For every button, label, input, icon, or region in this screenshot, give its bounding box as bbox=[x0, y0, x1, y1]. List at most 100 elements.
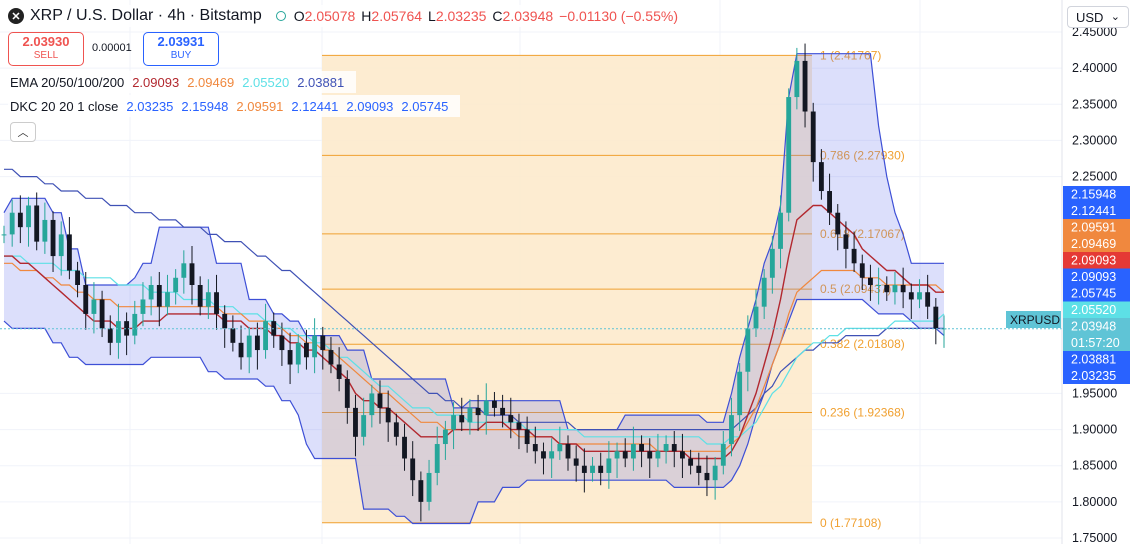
chevron-down-icon: ⌄ bbox=[1110, 11, 1120, 23]
sell-button[interactable]: 2.03930 SELL bbox=[8, 32, 84, 66]
candle bbox=[663, 435, 669, 464]
candle bbox=[442, 420, 448, 460]
candle bbox=[884, 276, 890, 301]
candle bbox=[630, 426, 636, 471]
candle bbox=[58, 221, 64, 276]
price-label-bg bbox=[1063, 351, 1130, 368]
candle bbox=[606, 441, 612, 489]
candle bbox=[336, 347, 342, 392]
dkc-value-2: 2.15948 bbox=[181, 98, 229, 114]
axis-tick-label: 1.75000 bbox=[1072, 531, 1117, 544]
ema-20-value: 2.09093 bbox=[132, 74, 180, 90]
candle bbox=[516, 413, 522, 450]
price-label: 2.03881 bbox=[1071, 353, 1116, 367]
candle bbox=[933, 298, 939, 345]
price-label-bg bbox=[1063, 301, 1130, 318]
candle bbox=[778, 195, 783, 269]
ema-50-value: 2.09469 bbox=[187, 74, 235, 90]
price-label: 01:57:20 bbox=[1071, 336, 1120, 350]
candle bbox=[810, 102, 816, 182]
ohlc-open: O2.05078 bbox=[293, 8, 356, 24]
ema-legend[interactable]: EMA 20/50/100/200 2.09093 2.09469 2.0552… bbox=[8, 71, 357, 93]
candle bbox=[238, 325, 244, 370]
candle bbox=[835, 204, 841, 251]
dkc-legend[interactable]: DKC 20 20 1 close 2.03235 2.15948 2.0959… bbox=[8, 95, 461, 117]
ema-20-line bbox=[4, 204, 944, 460]
candle bbox=[720, 431, 726, 475]
spread-value: 0.00001 bbox=[92, 42, 132, 54]
price-label: 2.15948 bbox=[1071, 188, 1116, 202]
candle bbox=[353, 394, 358, 457]
axis-tick-label: 1.85000 bbox=[1072, 459, 1117, 473]
candle bbox=[622, 438, 628, 468]
buy-price: 2.03931 bbox=[157, 34, 205, 49]
candle bbox=[434, 426, 440, 486]
candle bbox=[590, 457, 595, 482]
ema-label: EMA 20/50/100/200 bbox=[10, 74, 125, 90]
fib-label-4: 0.382 (2.01808) bbox=[820, 337, 905, 351]
price-label: 2.09093 bbox=[1071, 254, 1116, 268]
currency-select[interactable]: USD ⌄ bbox=[1067, 6, 1129, 28]
axis-tick-label: 2.40000 bbox=[1072, 61, 1117, 75]
candle bbox=[492, 391, 497, 417]
candle bbox=[116, 303, 121, 359]
buy-button[interactable]: 2.03931 BUY bbox=[143, 32, 219, 66]
dkc-value-5: 2.09093 bbox=[346, 98, 394, 114]
ema-200-value: 2.03881 bbox=[297, 74, 345, 90]
candle bbox=[99, 290, 105, 338]
candle bbox=[843, 221, 849, 269]
price-label: 2.09469 bbox=[1071, 237, 1116, 251]
candles bbox=[1, 43, 947, 522]
symbol-legend: ✕ XRP / U.S. Dollar · 4h · Bitstamp O2.0… bbox=[8, 5, 690, 27]
candle bbox=[859, 254, 865, 291]
price-label-bg bbox=[1063, 268, 1130, 285]
candle bbox=[214, 274, 219, 330]
fib-label-2: 0.618 (2.17067) bbox=[820, 227, 905, 241]
price-label-bg bbox=[1063, 318, 1130, 335]
candle bbox=[573, 445, 579, 482]
candle bbox=[802, 43, 808, 128]
candle bbox=[549, 438, 555, 479]
candle bbox=[467, 399, 473, 435]
price-label: 2.05745 bbox=[1071, 287, 1116, 301]
candle bbox=[279, 322, 285, 366]
collapse-legend-button[interactable]: ︿ bbox=[10, 122, 36, 142]
price-change: −0.01130 (−0.55%) bbox=[559, 8, 678, 24]
candle bbox=[304, 329, 309, 370]
candle bbox=[541, 442, 546, 475]
candle bbox=[581, 448, 587, 493]
candle bbox=[140, 282, 146, 327]
candle bbox=[26, 196, 31, 247]
candle bbox=[524, 416, 530, 453]
axis-tick-label: 1.80000 bbox=[1072, 495, 1117, 509]
price-label-bg bbox=[1063, 334, 1130, 351]
symbol-title[interactable]: XRP / U.S. Dollar · 4h · Bitstamp bbox=[30, 7, 262, 24]
fib-label-6: 0 (1.77108) bbox=[820, 516, 881, 530]
dkc-value-6: 2.05745 bbox=[401, 98, 449, 114]
candle bbox=[107, 315, 113, 356]
candle bbox=[263, 303, 268, 359]
buy-label: BUY bbox=[170, 50, 192, 61]
symbol-price-tag bbox=[1006, 311, 1061, 328]
candle bbox=[295, 334, 301, 374]
donchian-lower-line bbox=[3, 298, 945, 525]
sell-price: 2.03930 bbox=[22, 34, 70, 49]
candle bbox=[320, 326, 326, 370]
dkc-value-1: 2.03235 bbox=[126, 98, 174, 114]
fib-label-5: 0.236 (1.92368) bbox=[820, 405, 905, 419]
candle bbox=[222, 305, 228, 348]
candle bbox=[42, 202, 48, 254]
candle bbox=[868, 264, 873, 301]
price-label: 2.09591 bbox=[1071, 221, 1116, 235]
candle bbox=[737, 363, 743, 432]
candle bbox=[925, 274, 931, 319]
candle bbox=[173, 269, 179, 305]
candle bbox=[712, 457, 718, 500]
candle bbox=[508, 397, 514, 439]
candle bbox=[9, 199, 15, 247]
candle bbox=[900, 267, 906, 309]
candle bbox=[704, 455, 710, 497]
candle bbox=[671, 431, 677, 468]
candle bbox=[459, 397, 465, 432]
